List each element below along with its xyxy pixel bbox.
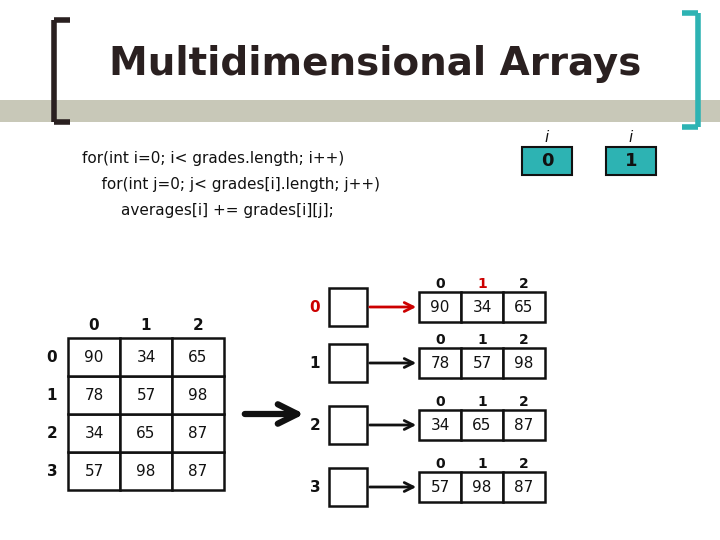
Text: 90: 90 (84, 349, 104, 364)
Bar (503, 292, 545, 322)
Text: 34: 34 (136, 349, 156, 364)
Text: 65: 65 (472, 417, 492, 433)
Text: 78: 78 (431, 355, 449, 370)
Text: 98: 98 (514, 355, 534, 370)
Text: 1: 1 (625, 152, 637, 170)
Bar (419, 410, 461, 440)
Bar (503, 472, 545, 502)
Bar (461, 472, 503, 502)
Text: i: i (629, 130, 633, 145)
Text: 34: 34 (84, 426, 104, 441)
Bar (329, 406, 367, 444)
Text: 2: 2 (519, 333, 529, 347)
Text: 87: 87 (189, 463, 207, 478)
Bar (172, 452, 224, 490)
Text: 65: 65 (136, 426, 156, 441)
Text: 2: 2 (193, 319, 203, 334)
Text: 1: 1 (477, 333, 487, 347)
Bar (419, 472, 461, 502)
Bar (329, 344, 367, 382)
Bar (461, 348, 503, 378)
Text: 1: 1 (47, 388, 58, 402)
Bar (329, 288, 367, 326)
Text: 57: 57 (136, 388, 156, 402)
Text: 2: 2 (519, 457, 529, 471)
Text: 34: 34 (472, 300, 492, 314)
Bar (606, 147, 656, 175)
Bar (419, 292, 461, 322)
Bar (68, 452, 120, 490)
Text: 1: 1 (140, 319, 151, 334)
Text: for(int j=0; j< grades[i].length; j++): for(int j=0; j< grades[i].length; j++) (82, 177, 380, 192)
Text: 0: 0 (89, 319, 99, 334)
Text: 3: 3 (310, 480, 320, 495)
Text: 0: 0 (310, 300, 320, 314)
Text: 3: 3 (47, 463, 58, 478)
Bar (503, 410, 545, 440)
Text: 1: 1 (477, 395, 487, 409)
Text: 1: 1 (477, 457, 487, 471)
Bar (419, 348, 461, 378)
Text: 98: 98 (472, 480, 492, 495)
Text: Multidimensional Arrays: Multidimensional Arrays (109, 45, 642, 83)
Bar (329, 468, 367, 506)
Text: 65: 65 (189, 349, 207, 364)
Text: 57: 57 (431, 480, 449, 495)
Text: 1: 1 (477, 277, 487, 291)
Text: 0: 0 (435, 457, 445, 471)
Text: 2: 2 (47, 426, 58, 441)
Text: 87: 87 (189, 426, 207, 441)
Text: averages[i] += grades[i][j];: averages[i] += grades[i][j]; (82, 202, 334, 218)
Bar (172, 338, 224, 376)
Text: 2: 2 (519, 395, 529, 409)
Bar (120, 376, 172, 414)
Text: 2: 2 (519, 277, 529, 291)
Text: 90: 90 (431, 300, 450, 314)
Bar (172, 414, 224, 452)
Bar (120, 414, 172, 452)
Bar (120, 338, 172, 376)
Text: 0: 0 (435, 395, 445, 409)
Bar (0, 100, 720, 122)
Text: 57: 57 (84, 463, 104, 478)
Text: 57: 57 (472, 355, 492, 370)
Bar (503, 348, 545, 378)
Text: 87: 87 (514, 480, 534, 495)
Text: 0: 0 (47, 349, 58, 364)
Text: 78: 78 (84, 388, 104, 402)
Text: 34: 34 (431, 417, 450, 433)
Text: 2: 2 (310, 417, 320, 433)
Text: 98: 98 (189, 388, 207, 402)
Text: for(int i=0; i< grades.length; i++): for(int i=0; i< grades.length; i++) (82, 151, 344, 165)
Bar (522, 147, 572, 175)
Text: 1: 1 (310, 355, 320, 370)
Text: 0: 0 (541, 152, 553, 170)
Text: 0: 0 (435, 333, 445, 347)
Bar (461, 410, 503, 440)
Bar (68, 414, 120, 452)
Bar (172, 376, 224, 414)
Bar (461, 292, 503, 322)
Text: 65: 65 (514, 300, 534, 314)
Text: 87: 87 (514, 417, 534, 433)
Bar (68, 338, 120, 376)
Text: i: i (545, 130, 549, 145)
Bar (68, 376, 120, 414)
Text: 98: 98 (136, 463, 156, 478)
Text: 0: 0 (435, 277, 445, 291)
Bar (120, 452, 172, 490)
